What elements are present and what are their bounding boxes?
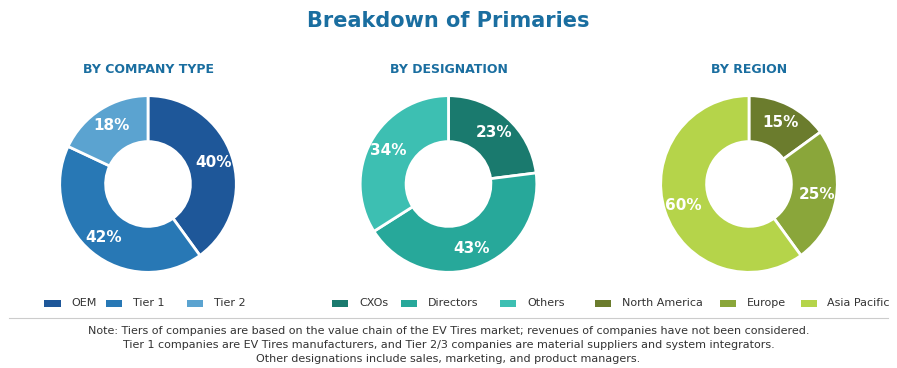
Text: 60%: 60%	[666, 198, 701, 213]
Wedge shape	[749, 96, 821, 159]
Text: BY DESIGNATION: BY DESIGNATION	[389, 63, 508, 75]
Text: 23%: 23%	[475, 125, 512, 140]
Text: Tier 1 companies are EV Tires manufacturers, and Tier 2/3 companies are material: Tier 1 companies are EV Tires manufactur…	[123, 340, 774, 350]
Text: 34%: 34%	[370, 143, 406, 158]
Wedge shape	[374, 173, 536, 272]
Text: BY COMPANY TYPE: BY COMPANY TYPE	[83, 63, 213, 75]
Text: OEM: OEM	[71, 298, 97, 308]
Wedge shape	[148, 96, 236, 255]
Text: Other designations include sales, marketing, and product managers.: Other designations include sales, market…	[257, 354, 640, 364]
Text: CXOs: CXOs	[359, 298, 388, 308]
Wedge shape	[661, 96, 801, 272]
Text: 40%: 40%	[196, 155, 231, 170]
Text: Directors: Directors	[427, 298, 478, 308]
Text: Others: Others	[527, 298, 564, 308]
Text: Tier 1: Tier 1	[133, 298, 165, 308]
Text: 42%: 42%	[86, 230, 122, 245]
Text: Tier 2: Tier 2	[213, 298, 246, 308]
Wedge shape	[361, 96, 448, 231]
Wedge shape	[60, 146, 200, 272]
Text: BY REGION: BY REGION	[711, 63, 787, 75]
Text: 18%: 18%	[93, 118, 129, 133]
Wedge shape	[448, 96, 536, 179]
Text: North America: North America	[622, 298, 703, 308]
Text: Europe: Europe	[746, 298, 786, 308]
Wedge shape	[68, 96, 148, 166]
Text: Breakdown of Primaries: Breakdown of Primaries	[308, 11, 589, 31]
Text: 15%: 15%	[762, 115, 798, 130]
Text: 25%: 25%	[798, 187, 835, 202]
Text: Asia Pacific: Asia Pacific	[827, 298, 890, 308]
Wedge shape	[774, 132, 837, 255]
Text: Note: Tiers of companies are based on the value chain of the EV Tires market; re: Note: Tiers of companies are based on th…	[88, 326, 809, 336]
Text: 43%: 43%	[454, 241, 490, 256]
